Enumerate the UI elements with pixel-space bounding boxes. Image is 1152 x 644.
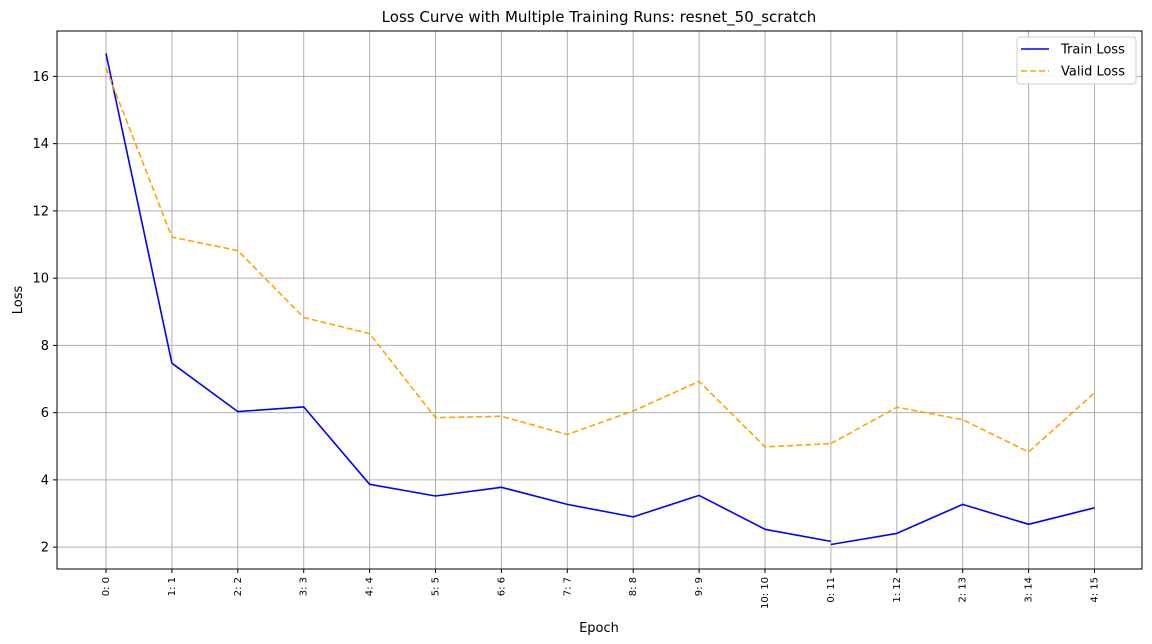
x-tick-label: 10: 10 bbox=[760, 577, 771, 609]
y-tick-label: 10 bbox=[32, 272, 49, 287]
plot-frame bbox=[56, 30, 1143, 570]
y-axis-ticks: 2 4 6 8 10 12 14 16 bbox=[32, 70, 57, 556]
x-tick-label: 4: 4 bbox=[365, 577, 376, 596]
x-axis-label: Epoch bbox=[579, 621, 619, 636]
x-tick-label: 7: 7 bbox=[562, 577, 573, 596]
chart-title: Loss Curve with Multiple Training Runs: … bbox=[382, 8, 817, 27]
y-axis-label: Loss bbox=[11, 286, 26, 315]
x-tick-label: 4: 15 bbox=[1090, 577, 1101, 603]
x-tick-label: 3: 14 bbox=[1024, 577, 1035, 603]
legend: Train Loss Valid Loss bbox=[1016, 36, 1137, 85]
x-tick-label: 6: 6 bbox=[496, 577, 507, 596]
y-tick-label: 14 bbox=[32, 137, 49, 152]
x-tick-label: 5: 5 bbox=[431, 577, 442, 596]
y-tick-label: 16 bbox=[32, 70, 49, 85]
x-axis-ticks: 0: 0 1: 1 2: 2 3: 3 4: 4 5: 5 6: 6 7: 7 8: 8 9: 9… bbox=[101, 569, 1101, 609]
x-tick-label: 3: 3 bbox=[299, 577, 310, 596]
x-tick-label: 2: 13 bbox=[958, 577, 969, 603]
grid-lines bbox=[57, 31, 1142, 569]
valid-loss-line bbox=[105, 67, 831, 448]
legend-label-train-loss: Train Loss bbox=[1060, 43, 1125, 58]
x-tick-label: 0: 11 bbox=[826, 577, 837, 603]
y-tick-label: 6 bbox=[41, 406, 49, 421]
legend-label-valid-loss: Valid Loss bbox=[1061, 65, 1125, 80]
x-tick-label: 0: 0 bbox=[101, 577, 112, 596]
y-tick-label: 4 bbox=[41, 473, 49, 488]
x-tick-label: 1: 12 bbox=[892, 577, 903, 603]
x-tick-label: 9: 9 bbox=[694, 577, 705, 596]
x-tick-label: 2: 2 bbox=[233, 577, 244, 596]
x-tick-label: 1: 1 bbox=[167, 577, 178, 596]
y-tick-label: 8 bbox=[41, 339, 49, 354]
y-tick-label: 12 bbox=[32, 204, 49, 219]
x-tick-label: 8: 8 bbox=[628, 577, 639, 596]
valid-loss-line bbox=[830, 392, 1096, 453]
series-lines bbox=[105, 53, 1096, 546]
train-loss-line bbox=[830, 503, 1095, 546]
train-loss-line bbox=[105, 53, 832, 543]
y-tick-label: 2 bbox=[41, 541, 49, 556]
